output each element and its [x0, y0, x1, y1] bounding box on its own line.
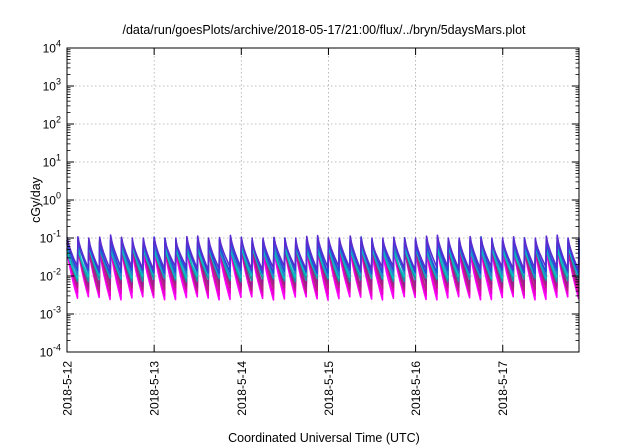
y-tick-label: 10-4: [40, 343, 61, 360]
series-group: [66, 234, 580, 301]
y-tick-label: 103: [43, 77, 61, 94]
y-tick-label: 101: [43, 153, 61, 170]
axis-ticks: [66, 47, 579, 353]
x-tick-label: 2018-5-14: [235, 361, 249, 416]
y-tick-label: 104: [43, 39, 61, 56]
y-tick-label: 102: [43, 115, 61, 132]
y-tick-label: 100: [43, 191, 61, 208]
x-tick-label: 2018-5-17: [496, 361, 510, 416]
x-tick-label: 2018-5-16: [409, 361, 423, 416]
x-tick-label: 2018-5-12: [61, 361, 75, 416]
y-axis-label: cGy/day: [29, 176, 43, 223]
x-tick-label: 2018-5-13: [148, 361, 162, 416]
series-line: [66, 234, 580, 271]
x-tick-labels: 2018-5-12 2018-5-13 2018-5-14 2018-5-15 2018…: [61, 361, 511, 416]
y-tick-label: 10-3: [40, 305, 61, 322]
x-axis-label: Coordinated Universal Time (UTC): [228, 431, 420, 445]
y-tick-label: 10-1: [40, 229, 61, 246]
x-tick-label: 2018-5-15: [322, 361, 336, 416]
grid-lines: [67, 48, 579, 352]
y-tick-labels: 10-4 10-3 10-2 10-1 100 101 102 103 104: [40, 39, 61, 360]
chart-title: /data/run/goesPlots/archive/2018-05-17/2…: [122, 23, 526, 37]
y-tick-label: 10-2: [40, 267, 61, 284]
